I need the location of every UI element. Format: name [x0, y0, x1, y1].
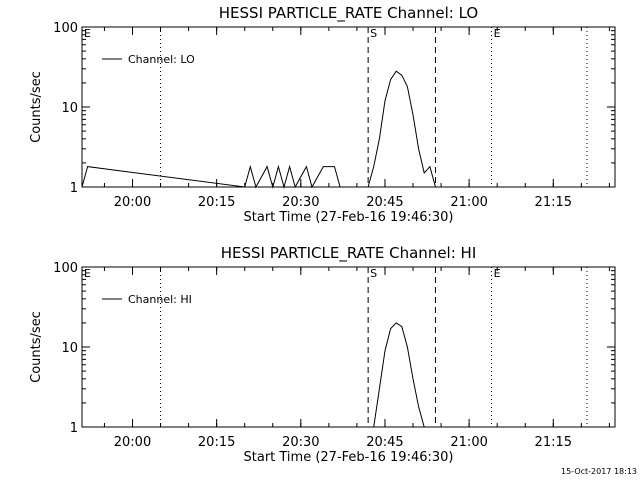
- chart-0-marker-label: E: [84, 27, 91, 40]
- chart-1-marker-label: E: [494, 267, 501, 280]
- chart-1-ytick-label: 100: [53, 261, 78, 276]
- chart-0-frame: [81, 26, 616, 188]
- chart-1-xlabel: Start Time (27-Feb-16 19:46:30): [244, 450, 454, 465]
- chart-1-series-line: [373, 322, 425, 428]
- chart-1-xtick-label: 21:15: [535, 435, 572, 450]
- chart-1-ytick-label: 1: [70, 421, 78, 436]
- chart-1-xtick-label: 20:30: [282, 435, 319, 450]
- chart-1-marker-label: E: [84, 267, 91, 280]
- chart-0-xlabel: Start Time (27-Feb-16 19:46:30): [244, 210, 454, 225]
- chart-0-legend-label: Channel: LO: [128, 53, 195, 66]
- chart-0-ytick-label: 10: [61, 101, 78, 116]
- chart-0-xtick-label: 21:00: [450, 195, 487, 210]
- chart-1-ytick-label: 10: [61, 341, 78, 356]
- footer-timestamp: 15-Oct-2017 18:13: [561, 467, 637, 476]
- chart-1-xtick-label: 20:15: [198, 435, 235, 450]
- chart-0-xtick-label: 21:15: [535, 195, 572, 210]
- chart-1-title: HESSI PARTICLE_RATE Channel: HI: [221, 244, 477, 263]
- chart-1-xtick-label: 20:45: [366, 435, 403, 450]
- chart-0-marker-label: S: [370, 27, 377, 40]
- chart-0-series-line: [81, 70, 436, 189]
- chart-0-ytick-label: 100: [53, 21, 78, 36]
- chart-1-xtick-label: 21:00: [450, 435, 487, 450]
- chart-0-ylabel: Counts/sec: [29, 71, 44, 143]
- chart-0-xtick-label: 20:30: [282, 195, 319, 210]
- chart-0: HESSI PARTICLE_RATE Channel: LO Counts/se…: [29, 4, 616, 225]
- chart-1-ylabel: Counts/sec: [29, 311, 44, 383]
- chart-1-frame: [81, 266, 616, 428]
- chart-0-xtick-label: 20:15: [198, 195, 235, 210]
- chart-1: HESSI PARTICLE_RATE Channel: HI Counts/se…: [29, 244, 616, 465]
- chart-0-xtick-label: 20:45: [366, 195, 403, 210]
- chart-1-xtick-label: 20:00: [114, 435, 151, 450]
- chart-0-xtick-label: 20:00: [114, 195, 151, 210]
- chart-1-marker-label: S: [370, 267, 377, 280]
- chart-1-legend-label: Channel: HI: [128, 293, 192, 306]
- chart-0-title: HESSI PARTICLE_RATE Channel: LO: [219, 4, 478, 23]
- chart-0-ytick-label: 1: [70, 181, 78, 196]
- chart-0-marker-label: E: [494, 27, 501, 40]
